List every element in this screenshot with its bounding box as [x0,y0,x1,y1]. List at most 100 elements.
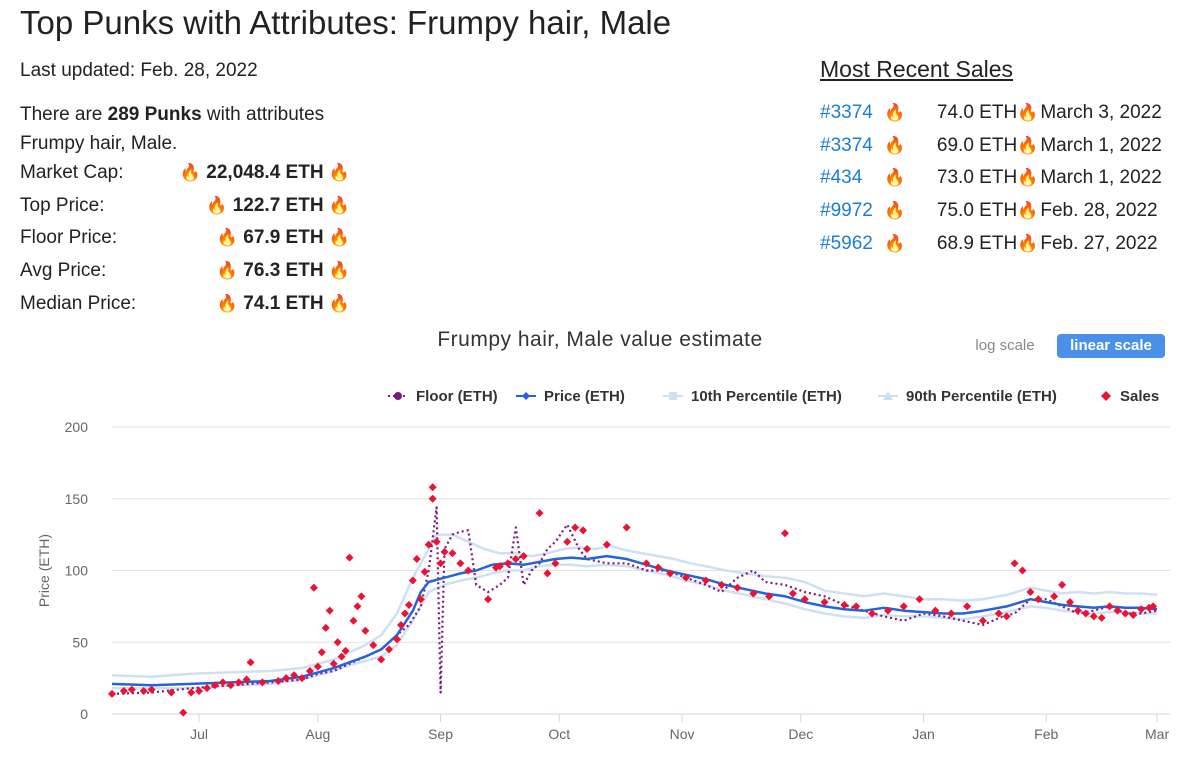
sale-point [868,609,877,618]
legend-label: 90th Percentile (ETH) [906,388,1057,405]
sale-point [511,555,520,564]
fire-icon: 🔥 [328,293,350,313]
sale-point [1018,566,1027,575]
sale-date: Feb. 28, 2022 [1040,200,1158,222]
sale-price: 74.0 ETH [936,102,1018,124]
fire-icon: 🔥 [1017,103,1039,123]
sale-link[interactable]: #3374 [820,102,873,124]
sale-link[interactable]: #5962 [820,232,873,254]
sale-point [290,671,299,680]
sale-point [203,684,212,693]
sale-point [424,540,433,549]
sale-point [899,602,908,611]
summary-text: There are 289 Punks with attributes Frum… [20,100,380,158]
sale-date: March 3, 2022 [1040,102,1162,124]
linear-scale-button[interactable]: linear scale [1057,334,1165,358]
chart-axes: 0 50 100 150 200 Jul Aug Sep Oct Nov Dec Jan Feb Mar P… [36,419,1170,742]
sale-point [428,494,437,503]
sale-point [187,688,196,697]
x-tick-label: Oct [548,726,570,742]
sale-link[interactable]: #434 [820,167,863,189]
sale-point [420,567,429,576]
sale-row: #3374 🔥 74.0 ETH 🔥 March 3, 2022 [820,97,1162,130]
legend-label: 10th Percentile (ETH) [691,388,842,405]
sale-point [994,609,1003,618]
stat-value: 74.1 ETH [243,292,324,314]
summary-count: 289 Punks [107,104,202,125]
legend-marker [883,391,893,400]
log-scale-button[interactable]: log scale [975,337,1035,354]
sale-point [1129,610,1138,619]
sale-point [1073,606,1082,615]
y-tick-label: 50 [72,634,88,650]
y-tick-label: 100 [65,563,89,579]
x-tick-label: Dec [788,726,813,742]
stat-median-price: Median Price: 🔥 74.1 ETH 🔥 [20,287,350,320]
sale-point [543,569,552,578]
sale-point [654,563,663,572]
x-tick-label: Nov [670,726,695,742]
stat-value: 122.7 ETH [232,194,324,216]
sale-point [337,652,346,661]
sale-point [602,540,611,549]
sale-point [400,609,409,618]
sale-point [717,580,726,589]
fire-icon: 🔥 [1017,168,1039,188]
sale-point [345,553,354,562]
sale-point [1149,602,1158,611]
sale-point [1081,609,1090,618]
x-tick-label: Aug [305,726,330,742]
sale-point [931,606,940,615]
sale-point [127,685,136,694]
stat-value: 22,048.4 ETH [206,162,324,184]
sale-point [167,688,176,697]
recent-sales: Most Recent Sales #3374 🔥 74.0 ETH 🔥 Mar… [820,56,1162,260]
chart-sales [108,483,1158,717]
sale-point [258,678,267,687]
sale-point [579,526,588,535]
sale-link[interactable]: #3374 [820,134,873,156]
stat-floor-price: Floor Price: 🔥 67.9 ETH 🔥 [20,222,350,255]
sale-point [195,687,204,696]
sale-date: March 1, 2022 [1040,134,1162,156]
sale-point [571,523,580,532]
sale-point [440,547,449,556]
sale-link[interactable]: #9972 [820,200,873,222]
sale-point [408,576,417,585]
fire-icon: 🔥 [1017,201,1039,221]
sale-point [432,537,441,546]
fire-icon: 🔥 [328,228,350,248]
sale-point [246,658,255,667]
sale-point [749,589,758,598]
fire-icon: 🔥 [1017,233,1039,253]
series-line-p90 [111,533,1158,678]
sale-point [883,606,892,615]
sale-point [915,595,924,604]
fire-icon: 🔥 [328,261,350,281]
sale-point [147,685,156,694]
legend-label: Sales [1120,388,1159,405]
stat-label: Avg Price: [20,260,107,282]
sale-point [396,621,405,630]
summary-prefix: There are [20,104,108,125]
legend-label: Price (ETH) [544,388,625,405]
fire-icon: 🔥 [216,261,238,281]
sale-point [947,609,956,618]
fire-icon: 🔥 [884,135,906,155]
y-tick-label: 200 [65,419,89,435]
sale-point [484,595,493,604]
sale-point [1105,602,1114,611]
sale-point [274,676,283,685]
stat-label: Market Cap: [20,162,124,184]
x-tick-label: Sep [428,726,453,742]
sale-point [349,616,358,625]
sale-point [108,689,116,698]
sale-point [1034,595,1043,604]
sale-point [242,675,251,684]
recent-sales-title: Most Recent Sales [820,56,1014,82]
sale-point [495,562,504,571]
sale-row: #9972 🔥 75.0 ETH 🔥 Feb. 28, 2022 [820,195,1162,228]
series-line-p10 [112,563,1158,690]
sale-point [733,583,742,592]
sale-point [321,623,330,632]
